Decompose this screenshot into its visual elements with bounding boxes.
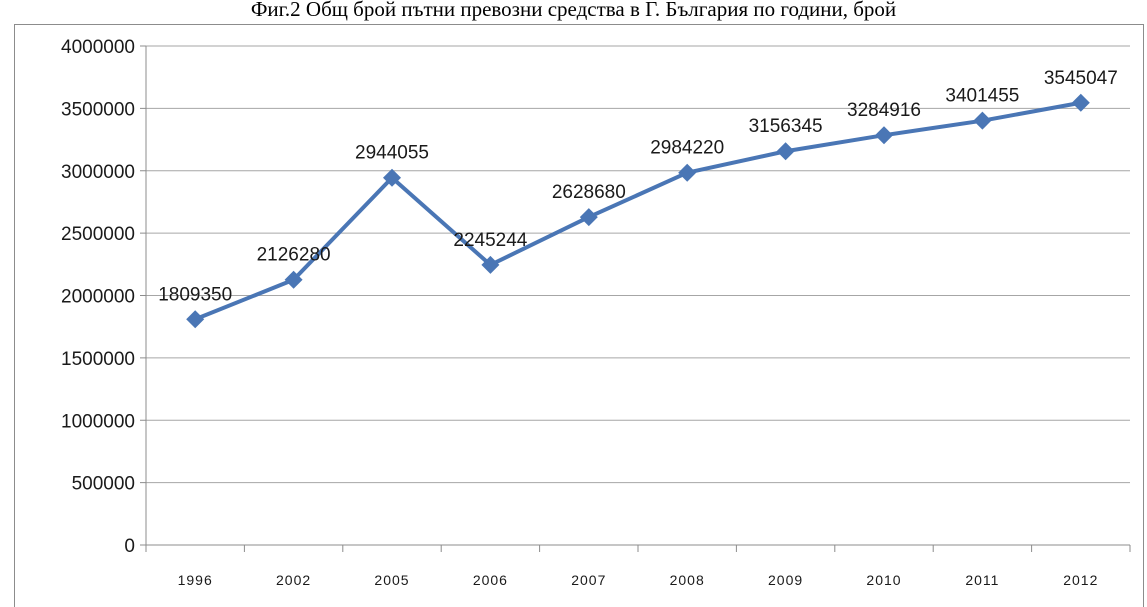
y-tick-label: 0 [124, 536, 135, 557]
y-tick-label: 1000000 [61, 411, 135, 432]
y-tick-label: 3500000 [61, 99, 135, 120]
x-tick-label: 1996 [178, 572, 213, 588]
series-line [193, 100, 1083, 322]
x-tick-label: 2006 [473, 572, 508, 588]
data-label: 1809350 [158, 284, 232, 305]
data-point-marker [973, 111, 992, 130]
data-label: 3401455 [945, 86, 1019, 107]
y-axis-tick-labels: 0 500000 1000000 1500000 2000000 2500000 30000… [61, 37, 135, 557]
y-tick-label: 500000 [72, 474, 135, 495]
y-tick-label: 2500000 [61, 224, 135, 245]
y-tick-label: 3000000 [61, 162, 135, 183]
x-tick-label: 2011 [965, 572, 999, 588]
page-title: Фиг.2 Общ брой пътни превозни средства в… [250, 0, 897, 21]
data-label: 2944055 [355, 143, 429, 164]
data-point-marker [678, 163, 697, 182]
x-tick-label: 2009 [768, 572, 803, 588]
y-tick-label: 2000000 [61, 287, 135, 308]
x-tick-label: 2010 [866, 572, 901, 588]
x-tick-label: 2012 [1063, 572, 1098, 588]
x-tick-label: 2008 [670, 572, 705, 588]
x-tick-label: 2005 [374, 572, 409, 588]
x-tick-label: 2007 [571, 572, 606, 588]
x-axis-tick-labels: 1996 2002 2005 2006 2007 2008 2009 2010 2011 2012 [178, 572, 1098, 588]
data-markers [186, 93, 1090, 329]
data-label: 2245244 [453, 230, 527, 251]
data-label: 2126280 [257, 245, 331, 266]
data-point-marker [481, 255, 500, 274]
series [193, 100, 1083, 322]
data-point-marker [186, 310, 205, 329]
x-tick-label: 2002 [276, 572, 311, 588]
data-labels: 1809350 2126280 2944055 2245244 2628680 29842… [158, 68, 1118, 306]
data-label: 2984220 [650, 138, 724, 159]
data-point-marker [579, 208, 598, 227]
data-label: 3156345 [749, 116, 823, 137]
data-label: 3284916 [847, 100, 921, 121]
chart-frame [14, 24, 1144, 607]
data-label: 2628680 [552, 182, 626, 203]
y-tick-label: 1500000 [61, 349, 135, 370]
y-tick-label: 4000000 [61, 37, 135, 58]
data-label: 3545047 [1044, 68, 1118, 89]
data-point-marker [875, 126, 893, 145]
data-point-marker [1071, 93, 1090, 112]
axes [140, 45, 1131, 552]
data-point-marker [383, 168, 401, 187]
gridlines [146, 45, 1130, 484]
data-point-marker [284, 270, 303, 289]
data-point-marker [776, 142, 795, 161]
